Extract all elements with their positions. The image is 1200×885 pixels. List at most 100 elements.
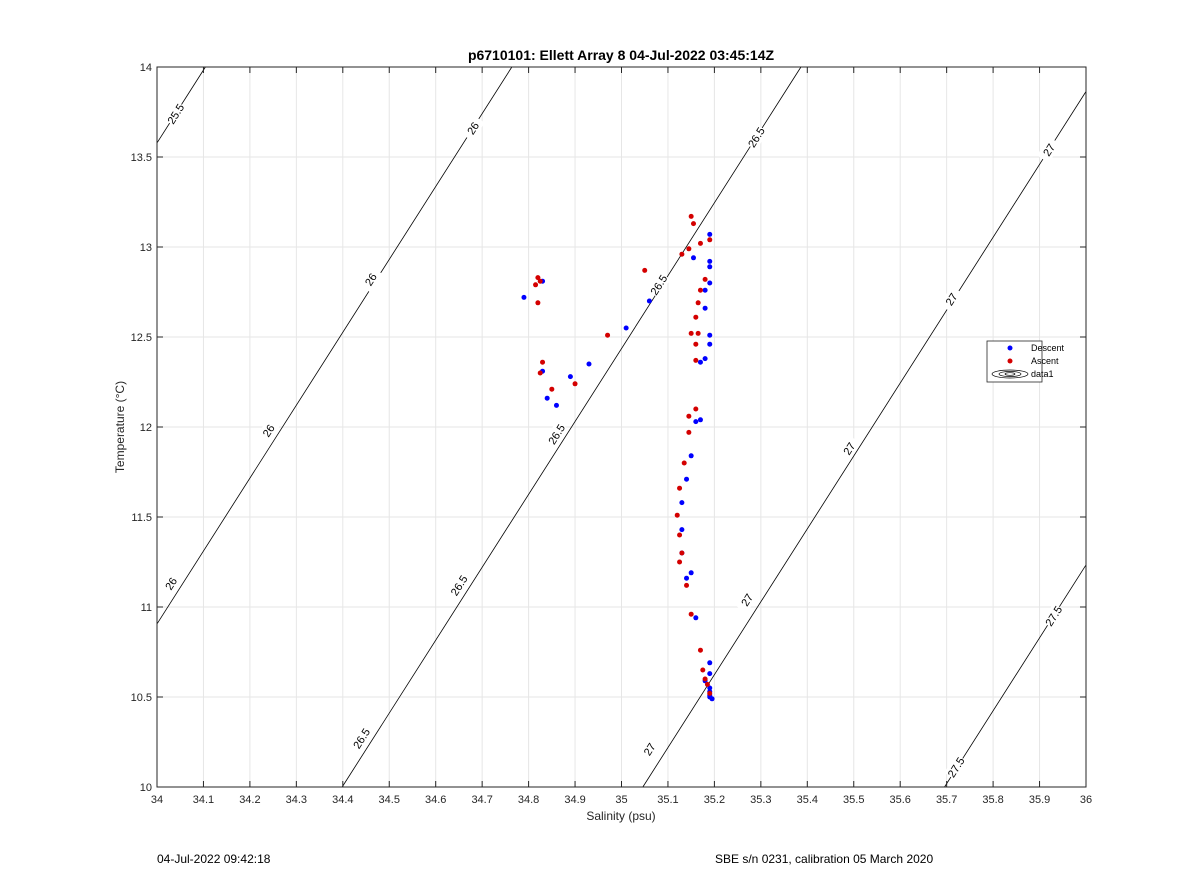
footer-calibration: SBE s/n 0231, calibration 05 March 2020 (715, 852, 934, 866)
x-tick-label: 34 (151, 794, 163, 806)
gridlines (156, 66, 1087, 788)
contour-label-background (1037, 136, 1061, 163)
x-tick-label: 34.3 (286, 794, 307, 806)
ascent-point (674, 512, 680, 518)
x-tick-label: 34.8 (518, 794, 539, 806)
ascent-point (642, 267, 648, 273)
descent-point (544, 395, 550, 401)
legend-box (986, 340, 1043, 383)
contour-label-background (163, 100, 188, 127)
contour-label-background (646, 271, 671, 298)
ascent-point (700, 667, 706, 673)
x-tick-label: 35.3 (750, 794, 771, 806)
contour-label: 26 (465, 120, 482, 137)
legend-contour-icon (991, 369, 1029, 379)
x-tick-label: 35.4 (797, 794, 818, 806)
y-tick-label: 12 (140, 422, 152, 434)
descent-point (521, 294, 527, 300)
y-tick-label: 11.5 (131, 512, 152, 524)
density-contour-labels: 25.52626262626.526.526.526.526.527272727… (159, 100, 1066, 781)
ascent-point (707, 690, 713, 696)
contour-label-background (447, 572, 471, 599)
ascent-point (688, 611, 694, 617)
contour-label-background (358, 266, 383, 293)
ascent-point (679, 550, 685, 556)
ascent-point (535, 300, 541, 306)
ascent-point (697, 240, 703, 246)
descent-point (679, 527, 685, 533)
ascent-point (702, 276, 708, 282)
descent-point (697, 359, 703, 365)
ascent-point (693, 357, 699, 363)
descent-point (709, 696, 715, 702)
y-tick-label: 12.5 (131, 332, 152, 344)
ascent-point (535, 275, 541, 281)
descent-point (697, 417, 703, 423)
ascent-point (707, 237, 713, 243)
descent-point (707, 341, 713, 347)
ascent-point (684, 582, 690, 588)
contour-label-background (837, 435, 861, 462)
contour-label: 26 (261, 423, 278, 440)
descent-point (707, 280, 713, 286)
ascent-point (572, 381, 578, 387)
ascent-point (533, 282, 539, 288)
y-axis-label: Temperature (°C) (113, 381, 127, 473)
descent-point (702, 305, 708, 311)
contour-label-background (735, 586, 759, 613)
descent-point (702, 356, 708, 362)
ascent-point (537, 370, 543, 376)
descent-point (707, 258, 713, 264)
x-tick-label: 34.4 (332, 794, 353, 806)
x-tick-label: 34.2 (239, 794, 260, 806)
ascent-point (695, 300, 701, 306)
x-axis-label: Salinity (psu) (586, 809, 655, 823)
descent-point (623, 325, 629, 331)
descent-point (693, 419, 699, 425)
descent-point (586, 361, 592, 367)
descent-point (688, 570, 694, 576)
legend-label-ascent: Ascent (1031, 356, 1059, 366)
ascent-point (537, 278, 543, 284)
ascent-point (679, 251, 685, 257)
x-tick-label: 35.1 (657, 794, 678, 806)
contour-label-background (744, 124, 769, 151)
isopycnal-line (642, 91, 1087, 788)
x-tick-label: 35.7 (936, 794, 957, 806)
isopycnal-line (944, 564, 1087, 788)
y-tick-label: 13.5 (131, 152, 152, 164)
contour-label: 27 (1041, 142, 1058, 159)
ascent-point (688, 330, 694, 336)
descent-point (707, 264, 713, 270)
x-tick-label: 35.5 (843, 794, 864, 806)
data-points (521, 213, 715, 702)
ascent-point (677, 559, 683, 565)
contour-label-background (939, 286, 964, 313)
contour-label-background (944, 754, 968, 781)
ascent-point (686, 246, 692, 252)
contour-label: 27 (642, 741, 659, 758)
descent-point (553, 402, 559, 408)
x-tick-label: 34.5 (379, 794, 400, 806)
contour-label: 27 (944, 291, 961, 308)
legend-label-data1: data1 (1031, 369, 1054, 379)
legend-label-descent: Descent (1031, 343, 1065, 353)
x-tick-label: 36 (1080, 794, 1092, 806)
descent-point (702, 287, 708, 293)
descent-point (693, 615, 699, 621)
y-tick-label: 13 (140, 242, 152, 254)
contour-label-background (461, 115, 485, 142)
descent-point (684, 476, 690, 482)
descent-point (707, 660, 713, 666)
x-tick-label: 35.2 (704, 794, 725, 806)
contour-label-background (256, 417, 281, 444)
contour-label-background (159, 570, 183, 597)
descent-point (707, 231, 713, 237)
contour-label-background (637, 736, 662, 763)
descent-point (707, 671, 713, 677)
y-tick-label: 10 (140, 782, 152, 794)
y-axis-ticks: 10 10.5 11 11.5 12 12.5 13 13.5 14 (131, 62, 1086, 794)
y-tick-label: 10.5 (131, 692, 152, 704)
legend: Descent Ascent data1 (986, 340, 1065, 383)
contour-label-background (544, 421, 569, 448)
